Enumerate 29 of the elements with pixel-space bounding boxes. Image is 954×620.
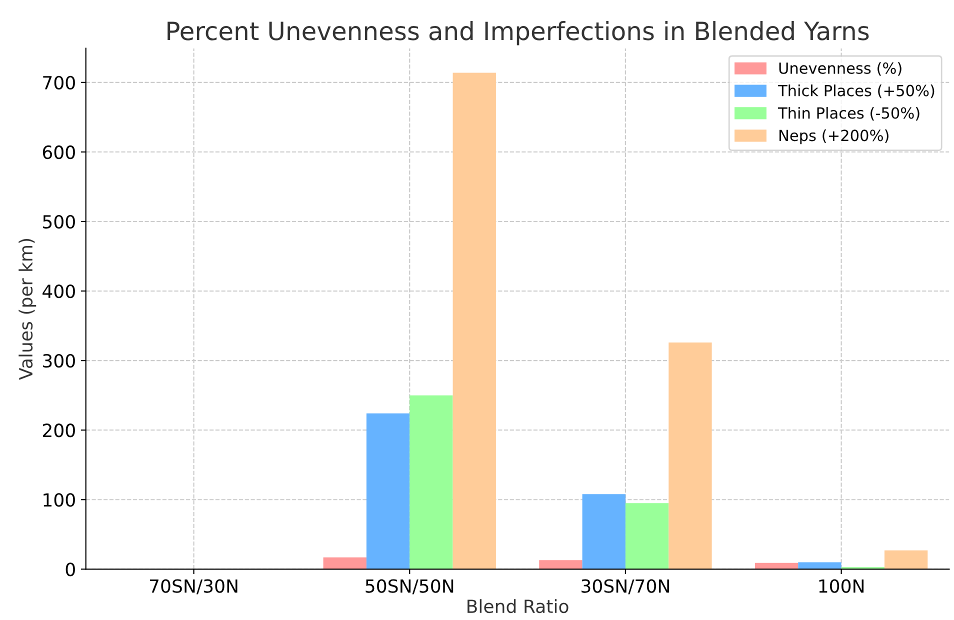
y-tick-label: 500 — [43, 214, 75, 229]
bar — [410, 395, 453, 570]
bar — [668, 342, 712, 570]
legend-label: Unevenness (%) — [779, 62, 902, 76]
bar — [366, 413, 410, 570]
x-tick-label: 70SN/30N — [150, 579, 238, 594]
bar — [452, 72, 496, 570]
x-tick-label: 100N — [819, 579, 864, 593]
bar — [539, 560, 582, 570]
legend-label: Thick Places (+50%) — [778, 84, 934, 98]
y-tick-label: 300 — [43, 354, 75, 368]
x-axis-title: Blend Ratio — [468, 599, 568, 614]
x-tick-label: 30SN/70N — [582, 579, 669, 594]
legend-label: Thin Places (-50%) — [778, 106, 920, 121]
y-tick-label: 700 — [43, 76, 75, 90]
y-axis-title: Values (per km) — [18, 239, 36, 380]
x-tick-label: 50SN/50N — [366, 579, 454, 594]
bar — [884, 550, 928, 570]
y-tick-label: 200 — [42, 424, 75, 438]
y-tick-label: 400 — [42, 284, 75, 298]
chart-title: Percent Unevenness and Imperfections in Blended Yarns — [168, 21, 869, 46]
bar — [582, 494, 626, 570]
bar — [323, 557, 366, 570]
y-tick-label: 100 — [44, 493, 75, 507]
bar — [625, 503, 669, 570]
bar — [798, 562, 842, 570]
y-tick-label: 0 — [66, 562, 75, 576]
legend-label: Neps (+200%) — [780, 129, 888, 144]
y-tick-label: 600 — [42, 145, 75, 160]
